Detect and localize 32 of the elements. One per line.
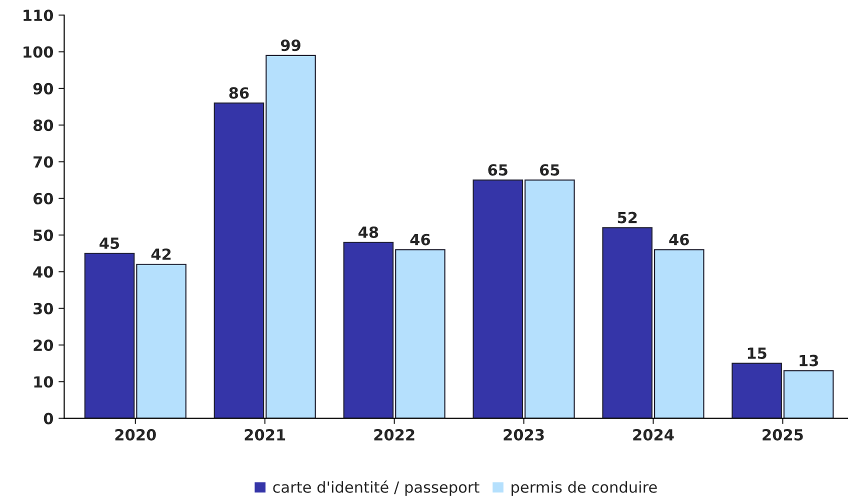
- x-tick-label: 2023: [504, 429, 544, 441]
- data-label: 42: [151, 248, 171, 260]
- y-tick-label: 50: [34, 230, 54, 242]
- x-tick-label: 2021: [244, 429, 286, 441]
- data-label: 46: [669, 234, 689, 246]
- data-label: 65: [540, 164, 560, 176]
- x-tick-label: 2025: [762, 429, 803, 441]
- data-label: 52: [618, 212, 637, 224]
- y-tick-label: 40: [33, 266, 54, 278]
- y-tick-label: 30: [34, 302, 54, 314]
- data-label: 45: [100, 238, 120, 250]
- y-tick-label: 110: [24, 10, 54, 22]
- y-tick-label: 0: [44, 412, 54, 424]
- y-tick-label: 90: [33, 82, 54, 94]
- legend-label: carte d'identité / passeport: [273, 480, 480, 496]
- data-label: 13: [800, 354, 818, 366]
- data-label: 15: [748, 348, 766, 359]
- data-label: 46: [410, 234, 430, 246]
- x-tick-label: 2022: [374, 429, 414, 441]
- legend-label: permis de conduire: [512, 481, 657, 496]
- y-tick-label: 80: [33, 120, 54, 132]
- x-tick-label: 2024: [633, 429, 674, 441]
- data-label: 65: [488, 164, 508, 176]
- x-tick-label: 2020: [115, 429, 156, 441]
- y-tick-label: 20: [34, 339, 54, 352]
- y-tick-label: 60: [33, 192, 54, 204]
- y-tick-label: 70: [34, 156, 54, 168]
- data-label: 99: [280, 40, 300, 52]
- y-tick-label: 100: [24, 46, 54, 58]
- y-tick-label: 10: [34, 376, 54, 388]
- data-label: 48: [358, 226, 378, 238]
- data-label: 86: [229, 87, 249, 99]
